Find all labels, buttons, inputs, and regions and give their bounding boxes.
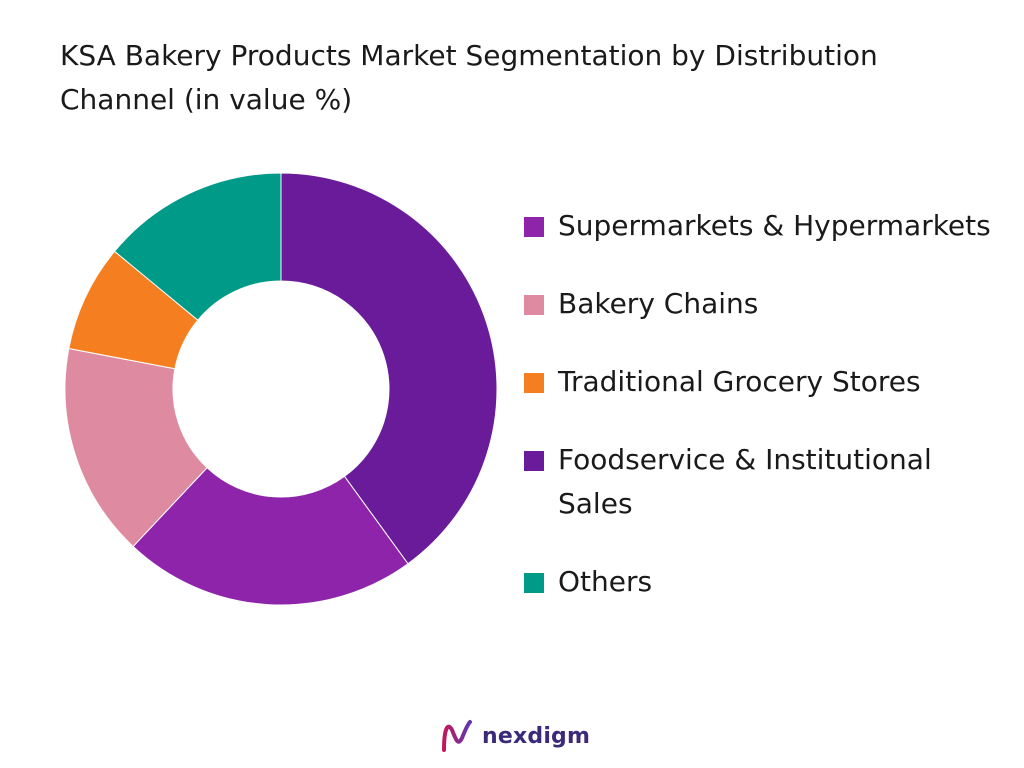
legend-swatch bbox=[524, 573, 544, 593]
legend-item-foodservice: Foodservice & Institutional Sales bbox=[524, 438, 1014, 526]
donut-slice-2 bbox=[132, 467, 409, 606]
legend-label: Supermarkets & Hypermarkets bbox=[558, 209, 991, 242]
legend-swatch bbox=[524, 295, 544, 315]
chart-legend: Supermarkets & Hypermarkets Bakery Chain… bbox=[524, 204, 1014, 638]
legend-item-bakery-chains: Bakery Chains bbox=[524, 282, 1014, 326]
donut-slice-1 bbox=[280, 172, 498, 565]
legend-item-supermarkets: Supermarkets & Hypermarkets bbox=[524, 204, 1014, 248]
brand-name: nexdigm bbox=[482, 723, 591, 749]
legend-item-traditional-grocery: Traditional Grocery Stores bbox=[524, 360, 1014, 404]
legend-swatch bbox=[524, 373, 544, 393]
legend-swatch bbox=[524, 451, 544, 471]
chart-title: KSA Bakery Products Market Segmentation … bbox=[60, 39, 878, 116]
nexdigm-logo-icon bbox=[442, 720, 472, 752]
legend-label: Bakery Chains bbox=[558, 287, 759, 320]
brand-footer: nexdigm bbox=[440, 716, 590, 756]
legend-label: Others bbox=[558, 565, 653, 598]
legend-label: Traditional Grocery Stores bbox=[558, 365, 921, 398]
donut-slice-3 bbox=[64, 347, 208, 548]
donut-slice-5 bbox=[113, 172, 282, 321]
legend-label: Foodservice & Institutional Sales bbox=[558, 443, 932, 520]
legend-item-others: Others bbox=[524, 560, 1014, 604]
legend-swatch bbox=[524, 217, 544, 237]
